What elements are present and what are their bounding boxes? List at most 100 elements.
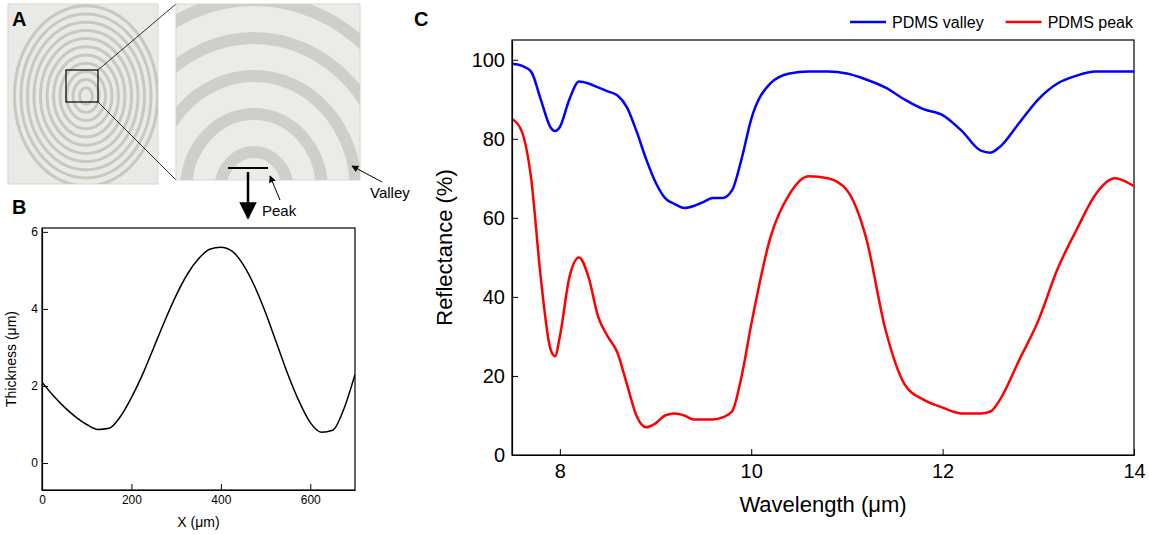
ridge — [186, 114, 322, 180]
y-axis-line — [512, 41, 513, 456]
y-tick: 4 — [31, 302, 48, 316]
y-tick-mark — [512, 297, 518, 298]
x-tick-mark — [560, 449, 561, 455]
y-tick-mark — [512, 139, 518, 140]
y-tick: 40 — [483, 286, 518, 308]
x-tick-mark — [310, 484, 311, 490]
y-axis-title: Thickness (μm) — [3, 311, 19, 407]
x-tick: 10 — [741, 449, 763, 482]
x-tick: 200 — [122, 484, 142, 507]
y-tick-label: 0 — [494, 444, 505, 466]
marks — [42, 247, 355, 432]
ridge — [60, 63, 112, 129]
x-axis-line — [43, 490, 356, 491]
panel-a: Peak Valley A — [8, 0, 424, 380]
y-tick-label: 20 — [483, 365, 505, 387]
legend: PDMS valley PDMS peak — [850, 14, 1134, 31]
x-tick-label: 600 — [301, 493, 321, 507]
y-tick-label: 6 — [31, 225, 38, 239]
y-tick-mark — [42, 309, 48, 310]
ridge — [73, 80, 99, 113]
y-tick-label: 100 — [472, 49, 505, 71]
marks — [512, 64, 1134, 428]
fingerprint-ridges — [15, 6, 158, 184]
y-axis-line — [42, 229, 43, 491]
legend-swatch — [1006, 21, 1042, 24]
x-axis-title: Wavelength (μm) — [739, 492, 906, 517]
y-tick: 80 — [483, 128, 518, 150]
x-tick-mark — [1134, 449, 1135, 455]
figure: PeakValleyA02004006000246X (μm)Thickness… — [0, 0, 1149, 535]
panel-c: 8 10 12 14 0 20 40 60 80 100 Wavelength (μm) Reflec… — [414, 8, 1146, 517]
y-axis: 0 2 4 6 — [31, 225, 48, 490]
ridge — [47, 47, 125, 145]
ridge — [41, 39, 132, 154]
panel-letter: B — [12, 196, 26, 218]
x-tick-label: 12 — [932, 460, 954, 482]
x-tick-mark — [943, 449, 944, 455]
x-axis: 8 10 12 14 — [513, 449, 1146, 482]
x-axis-line — [513, 455, 1135, 456]
y-tick-mark — [42, 463, 48, 464]
y-tick: 100 — [472, 49, 518, 71]
y-tick-label: 2 — [31, 379, 38, 393]
annotation: Valley — [370, 184, 410, 201]
legend-label: PDMS peak — [1048, 14, 1134, 31]
x-axis: 0 200 400 600 — [39, 484, 355, 507]
zoom-ridges — [176, 4, 360, 180]
plot-frame — [42, 228, 355, 490]
peak-arrow — [270, 176, 280, 200]
ridge — [34, 30, 138, 161]
x-tick-mark — [131, 484, 132, 490]
panel-letter: A — [12, 8, 26, 30]
x-tick-label: 0 — [39, 493, 46, 507]
y-tick-mark — [512, 218, 518, 219]
y-tick-label: 4 — [31, 302, 38, 316]
zoom-line — [98, 4, 176, 70]
legend-item: PDMS valley — [850, 14, 984, 31]
y-tick-mark — [42, 232, 48, 233]
x-tick: 400 — [211, 484, 231, 507]
x-tick-label: 200 — [122, 493, 142, 507]
inset-box — [66, 70, 98, 102]
legend-item: PDMS peak — [1006, 14, 1134, 31]
y-axis-title: Reflectance (%) — [432, 169, 457, 326]
annotation: Peak — [262, 202, 297, 219]
legend-swatch — [850, 21, 886, 24]
data-line — [512, 64, 1134, 208]
y-tick-label: 80 — [483, 128, 505, 150]
y-tick: 6 — [31, 225, 48, 239]
plot-frame — [512, 40, 1134, 455]
data-line — [42, 247, 355, 432]
x-tick-label: 400 — [211, 493, 231, 507]
data-line — [512, 119, 1134, 427]
x-tick-mark — [751, 449, 752, 455]
y-tick: 0 — [31, 456, 48, 470]
x-axis-title: X (μm) — [177, 514, 219, 530]
ridge — [176, 38, 360, 180]
y-tick: 60 — [483, 207, 518, 229]
x-tick: 14 — [1123, 449, 1145, 482]
y-tick-mark — [512, 455, 518, 456]
y-tick-mark — [42, 386, 48, 387]
ridge — [220, 152, 288, 180]
ridge — [28, 22, 145, 170]
y-tick: 0 — [494, 444, 518, 466]
y-tick: 2 — [31, 379, 48, 393]
ridge — [54, 55, 119, 137]
ridge — [176, 4, 360, 180]
x-tick: 8 — [555, 449, 566, 482]
x-tick-label: 14 — [1123, 460, 1145, 482]
zoom-line — [98, 102, 176, 180]
x-tick: 600 — [301, 484, 321, 507]
y-tick-label: 0 — [31, 456, 38, 470]
ridge — [67, 71, 106, 120]
ridge — [21, 14, 151, 178]
panel-letter: C — [414, 8, 428, 30]
x-tick-mark — [221, 484, 222, 490]
cut-line — [228, 167, 268, 169]
x-tick: 12 — [932, 449, 954, 482]
x-tick-label: 8 — [555, 460, 566, 482]
panel-b: 0 200 400 600 0 2 4 6 X (μm) Thickness (μm) B — [3, 196, 356, 530]
cut-arrow — [247, 172, 250, 218]
